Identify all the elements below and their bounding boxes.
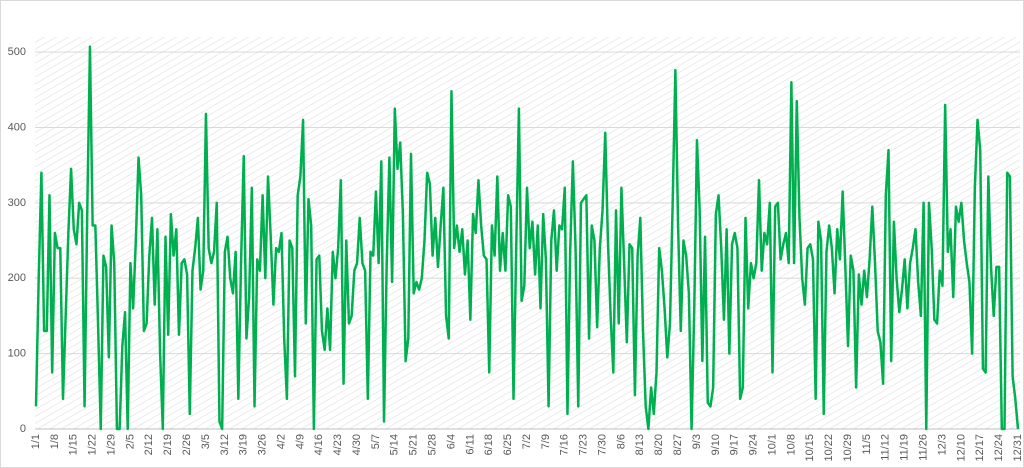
x-tick-label: 5/14 (389, 434, 401, 455)
y-tick-label: 0 (20, 423, 26, 435)
x-tick-label: 12/31 (1012, 434, 1024, 462)
x-tick-label: 7/16 (559, 434, 571, 455)
x-tick-label: 5/7 (370, 434, 382, 449)
data-line (34, 45, 1020, 431)
x-tick-label: 2/26 (181, 434, 193, 455)
x-tick-label: 5/28 (426, 434, 438, 455)
x-tick-label: 8/13 (634, 434, 646, 455)
x-tick-label: 4/23 (332, 434, 344, 455)
y-tick-label: 200 (8, 272, 26, 284)
x-tick-label: 12/17 (974, 434, 986, 462)
x-tick-label: 6/18 (483, 434, 495, 455)
x-tick-label: 8/6 (615, 434, 627, 449)
x-tick-label: 11/19 (899, 434, 911, 461)
x-tick-label: 7/2 (521, 434, 533, 449)
x-tick-label: 1/15 (68, 434, 80, 455)
x-tick-label: 12/10 (955, 434, 967, 462)
x-tick-label: 9/3 (691, 434, 703, 449)
x-tick-label: 4/16 (313, 434, 325, 455)
x-tick-label: 10/22 (823, 434, 835, 462)
x-tick-label: 1/8 (49, 434, 61, 449)
x-tick-label: 10/1 (766, 434, 778, 455)
y-tick-label: 400 (8, 121, 26, 133)
x-tick-label: 4/9 (294, 434, 306, 449)
x-tick-label: 10/29 (842, 434, 854, 462)
x-tick-label: 9/10 (710, 434, 722, 455)
x-tick-label: 1/1 (30, 434, 42, 449)
x-tick-label: 6/11 (464, 434, 476, 455)
x-tick-label: 6/4 (445, 434, 457, 449)
x-tick-label: 7/30 (596, 434, 608, 455)
x-tick-label: 11/26 (917, 434, 929, 461)
x-tick-label: 6/25 (502, 434, 514, 455)
plot-area (35, 37, 1020, 429)
x-tick-label: 10/15 (804, 434, 816, 462)
x-tick-label: 1/29 (105, 434, 117, 455)
x-tick-label: 8/20 (653, 434, 665, 455)
x-tick-label: 4/30 (351, 434, 363, 455)
x-tick-label: 9/24 (748, 434, 760, 455)
x-tick-label: 7/23 (578, 434, 590, 455)
x-tick-label: 8/27 (672, 434, 684, 455)
x-tick-label: 3/26 (257, 434, 269, 455)
x-tick-label: 4/2 (275, 434, 287, 449)
x-tick-label: 2/5 (124, 434, 136, 449)
y-tick-label: 500 (8, 46, 26, 58)
x-tick-label: 2/19 (162, 434, 174, 455)
y-tick-label: 100 (8, 348, 26, 360)
x-tick-label: 5/21 (408, 434, 420, 455)
x-tick-label: 3/12 (219, 434, 231, 455)
x-tick-label: 11/12 (880, 434, 892, 461)
x-tick-label: 3/5 (200, 434, 212, 449)
x-tick-label: 12/3 (936, 434, 948, 455)
x-tick-label: 1/22 (87, 434, 99, 455)
x-tick-label: 3/19 (238, 434, 250, 455)
x-tick-label: 7/9 (540, 434, 552, 449)
x-tick-label: 11/5 (861, 434, 873, 455)
x-tick-label: 9/17 (729, 434, 741, 455)
x-tick-label: 2/12 (143, 434, 155, 455)
x-tick-label: 10/8 (785, 434, 797, 455)
y-tick-label: 300 (8, 197, 26, 209)
x-tick-label: 12/24 (993, 434, 1005, 462)
